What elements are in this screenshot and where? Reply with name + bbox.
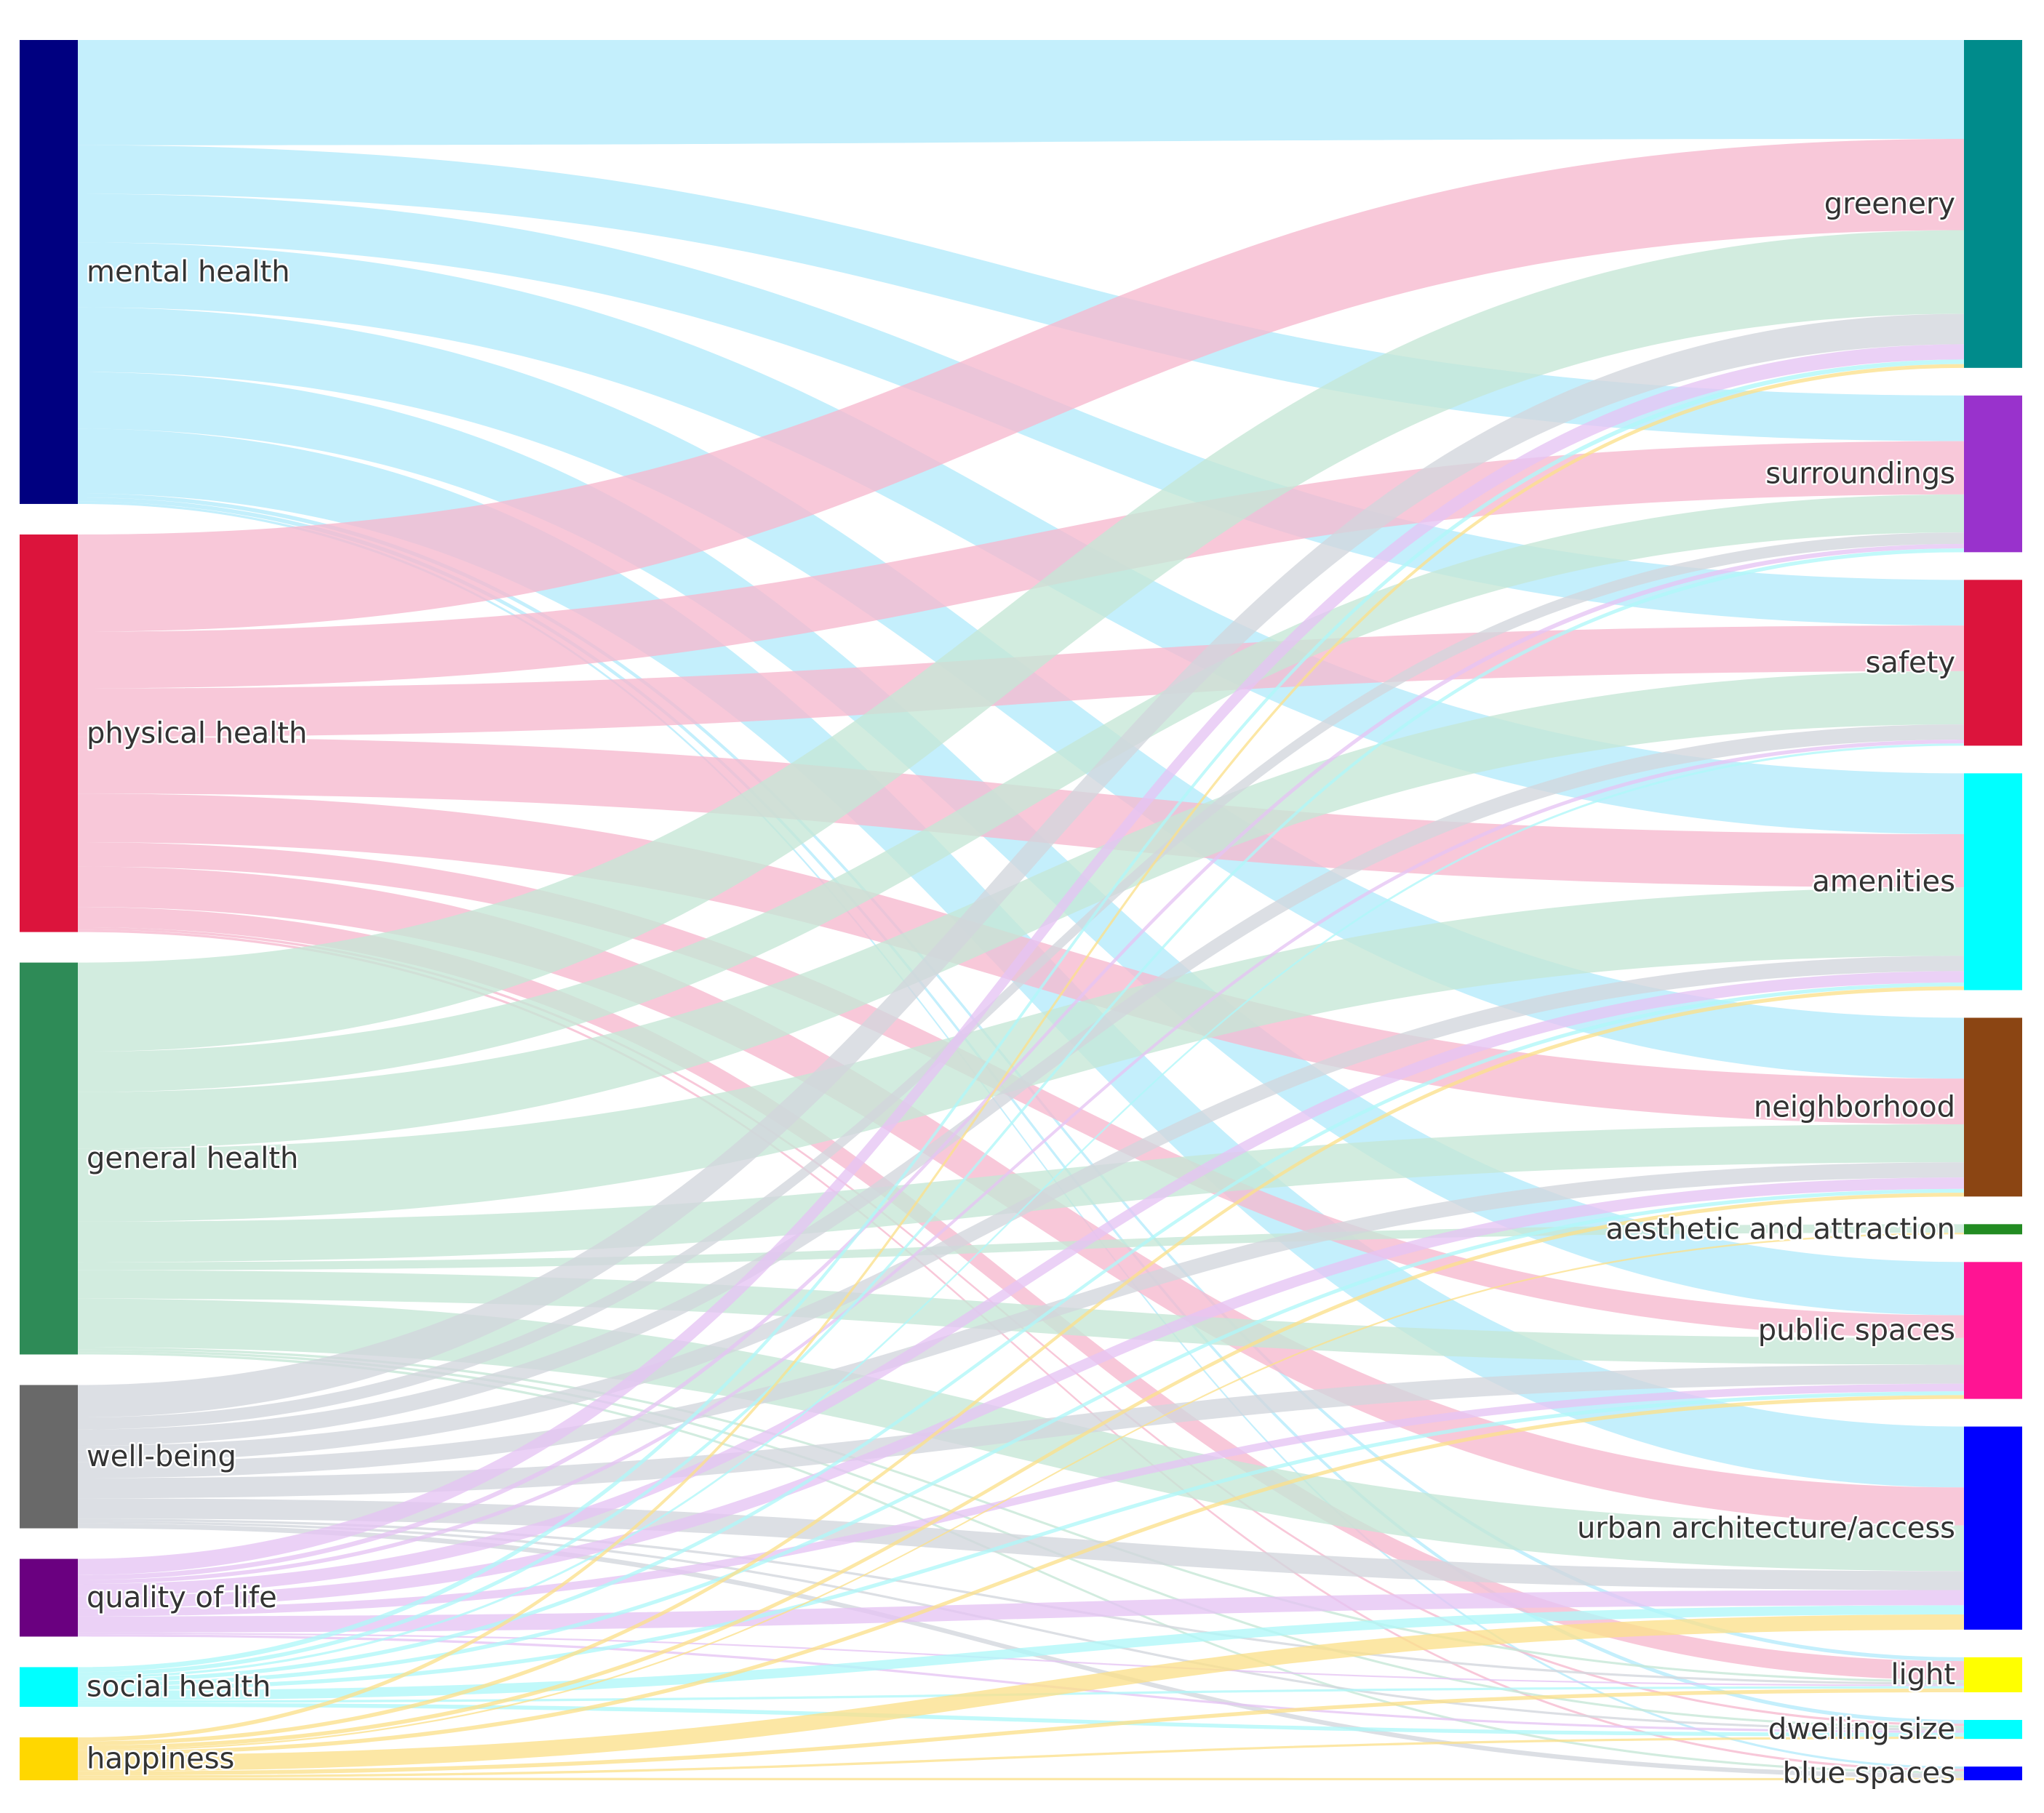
link-qol-to-public (78, 1383, 1964, 1617)
link-mental-to-surroundings (78, 145, 1964, 441)
link-wellbeing-to-dwelling (78, 1521, 1964, 1731)
link-wellbeing-to-greenery (78, 313, 1964, 1418)
link-qol-to-safety (78, 740, 1964, 1585)
link-mental-to-blue (78, 501, 1964, 1769)
node-label-physical-health: physical health (87, 716, 307, 750)
node-label-dwelling-size: dwelling size (1768, 1713, 1955, 1746)
link-general-to-light (78, 1347, 1964, 1683)
node-label-light: light (1891, 1658, 1955, 1692)
link-social-to-neighborhood (78, 1188, 1964, 1687)
link-qol-to-surroundings (78, 543, 1964, 1580)
node-label-amenities: amenities (1812, 865, 1955, 898)
link-qol-to-greenery (78, 344, 1964, 1575)
link-qol-to-light (78, 1632, 1964, 1686)
node-dwelling-size (1964, 1720, 2022, 1740)
node-label-public-spaces: public spaces (1758, 1313, 1955, 1347)
node-label-social-health: social health (87, 1670, 271, 1704)
link-social-to-amenities (78, 982, 1964, 1683)
link-wellbeing-to-light (78, 1518, 1964, 1685)
node-greenery (1964, 40, 2022, 368)
link-wellbeing-to-public (78, 1364, 1964, 1499)
node-label-mental-health: mental health (87, 255, 290, 289)
node-label-surroundings: surroundings (1765, 457, 1955, 491)
node-label-happiness: happiness (87, 1742, 234, 1775)
link-physical-to-blue (78, 929, 1964, 1772)
link-social-to-public (78, 1391, 1964, 1691)
node-aesthetic-and-attraction (1964, 1224, 2022, 1235)
link-happiness-to-aesthetic (78, 1232, 1964, 1751)
link-qol-to-neighborhood (78, 1177, 1964, 1609)
node-social-health (20, 1667, 78, 1707)
link-physical-to-surroundings (78, 441, 1964, 689)
link-happiness-to-blue (78, 1777, 1964, 1780)
link-happiness-to-light (78, 1688, 1964, 1776)
node-label-well-being: well-being (87, 1440, 236, 1473)
link-mental-to-greenery (78, 40, 1964, 145)
node-urban-architecture-access (1964, 1426, 2022, 1630)
link-happiness-to-urban (78, 1614, 1964, 1772)
link-wellbeing-to-amenities (78, 956, 1964, 1462)
node-safety (1964, 580, 2022, 746)
node-label-blue-spaces: blue spaces (1783, 1757, 1955, 1790)
link-wellbeing-to-neighborhood (78, 1162, 1964, 1478)
node-label-greenery: greenery (1824, 187, 1955, 220)
node-general-health (20, 962, 78, 1355)
node-blue-spaces (1964, 1766, 2022, 1780)
link-qol-to-dwelling (78, 1634, 1964, 1733)
node-surroundings (1964, 395, 2022, 553)
node-well-being (20, 1385, 78, 1529)
node-neighborhood (1964, 1017, 2022, 1197)
link-general-to-surroundings (78, 494, 1964, 1092)
link-general-to-aesthetic (78, 1224, 1964, 1270)
node-label-quality-of-life: quality of life (87, 1581, 277, 1614)
node-light (1964, 1657, 2022, 1693)
node-physical-health (20, 534, 78, 932)
link-happiness-to-public (78, 1395, 1964, 1756)
node-label-general-health: general health (87, 1142, 298, 1175)
node-quality-of-life (20, 1558, 78, 1637)
node-public-spaces (1964, 1262, 2022, 1399)
link-social-to-urban (78, 1605, 1964, 1701)
node-happiness (20, 1737, 78, 1780)
link-qol-to-amenities (78, 971, 1964, 1596)
link-social-to-greenery (78, 359, 1964, 1673)
link-happiness-to-dwelling (78, 1737, 1964, 1778)
nodes-layer (20, 40, 2022, 1780)
link-general-to-greenery (78, 230, 1964, 1052)
link-mental-to-public (78, 372, 1964, 1316)
node-label-safety: safety (1866, 646, 1955, 679)
link-wellbeing-to-surroundings (78, 532, 1964, 1430)
link-physical-to-light (78, 907, 1964, 1681)
node-label-aesthetic-and-attraction: aesthetic and attraction (1605, 1212, 1955, 1246)
link-happiness-to-neighborhood (78, 1193, 1964, 1750)
link-social-to-surroundings (78, 548, 1964, 1676)
link-wellbeing-to-safety (78, 724, 1964, 1446)
link-physical-to-greenery (78, 138, 1964, 632)
node-label-neighborhood: neighborhood (1754, 1090, 1955, 1124)
labels-layer: mental health physical health general heal… (85, 185, 1957, 1792)
link-general-to-safety (78, 671, 1964, 1149)
link-general-to-blue (78, 1352, 1964, 1774)
link-general-to-neighborhood (78, 1124, 1964, 1262)
node-mental-health (20, 40, 78, 504)
link-social-to-safety (78, 743, 1964, 1679)
link-social-to-dwelling (78, 1702, 1964, 1737)
link-qol-to-urban (78, 1590, 1964, 1633)
node-amenities (1964, 773, 2022, 990)
link-happiness-to-greenery (78, 364, 1964, 1742)
node-label-urban-architecture-access: urban architecture/access (1577, 1511, 1955, 1545)
link-happiness-to-amenities (78, 986, 1964, 1746)
links-layer (78, 40, 1964, 1780)
